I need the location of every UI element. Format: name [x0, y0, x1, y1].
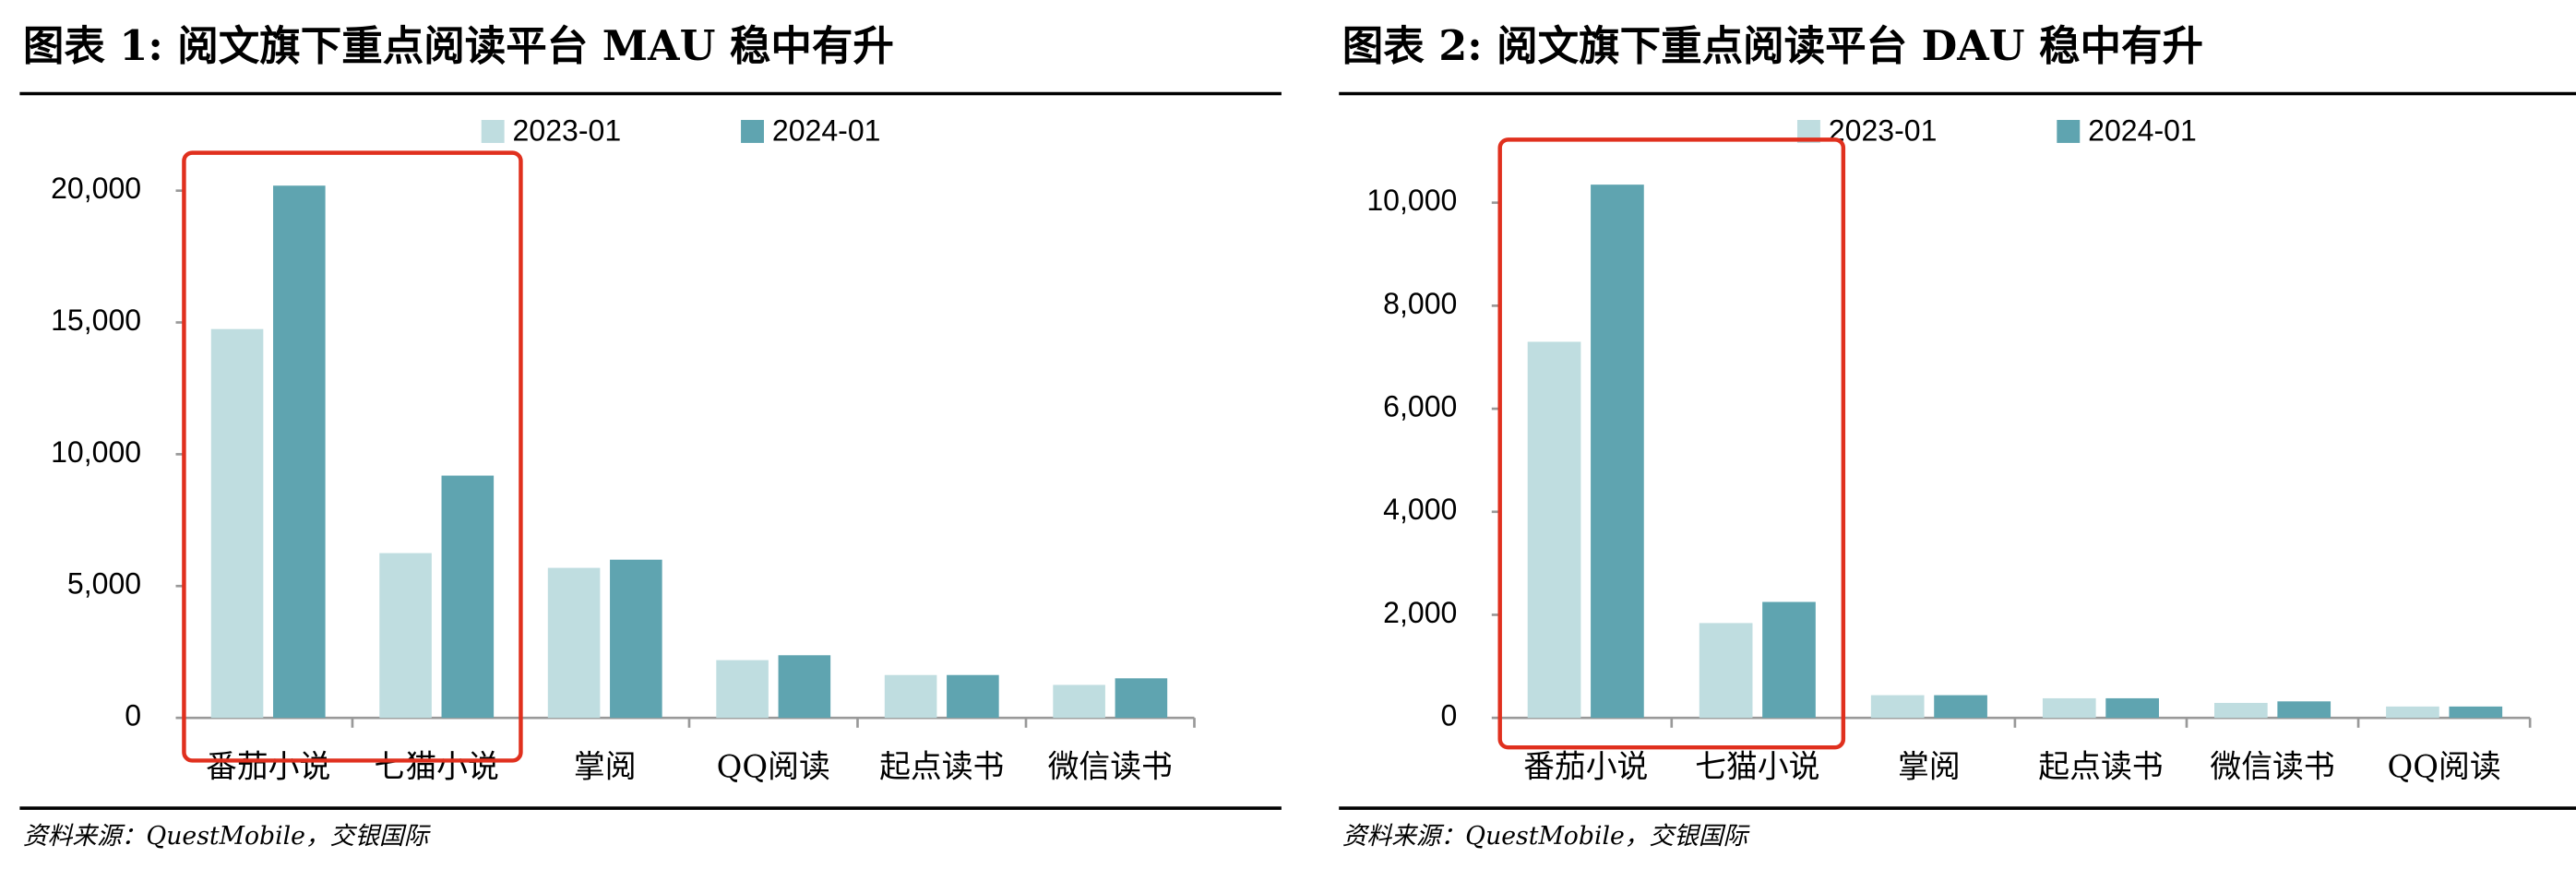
legend-swatch: [481, 120, 505, 143]
bar: [947, 674, 999, 719]
y-tick-label: 10,000: [51, 435, 141, 469]
bar: [1591, 185, 1644, 719]
bar: [2449, 706, 2503, 719]
highlight-box: [182, 150, 523, 763]
x-tick-label: 起点读书: [2038, 748, 2163, 784]
x-tick-label: 掌阅: [1898, 748, 1961, 784]
bar: [1115, 678, 1168, 719]
bar: [1527, 341, 1581, 719]
bar: [1762, 601, 1816, 719]
y-tick-label: 5,000: [67, 567, 141, 601]
x-tick-label: 番茄小说: [206, 748, 330, 784]
source: 资料来源：QuestMobile，交银国际: [23, 822, 432, 851]
bar: [2042, 697, 2096, 719]
legend-label: 2024-01: [2088, 114, 2197, 148]
y-tick-label: 15,000: [51, 304, 141, 337]
x-tick-label: 七猫小说: [1695, 748, 1819, 784]
bar: [716, 660, 769, 719]
y-tick-label: 10,000: [1366, 184, 1457, 217]
y-tick-label: 4,000: [1383, 493, 1457, 526]
legend-label: 2023-01: [513, 114, 622, 148]
legend-swatch: [741, 120, 764, 143]
bar: [1699, 623, 1753, 719]
highlight-box: [1497, 137, 1846, 750]
bar: [273, 185, 326, 719]
bar: [610, 559, 662, 719]
bar: [547, 567, 601, 719]
bar: [1053, 684, 1105, 719]
bar: [2386, 706, 2439, 719]
y-tick-label: 20,000: [51, 172, 141, 205]
source: 资料来源：QuestMobile，交银国际: [1342, 822, 1751, 851]
x-tick-label: QQ阅读: [2388, 748, 2501, 784]
bar: [778, 655, 831, 719]
y-tick-label: 2,000: [1383, 596, 1457, 629]
chart-title: 图表 1: 阅文旗下重点阅读平台 MAU 稳中有升: [23, 22, 894, 70]
bar: [210, 328, 264, 719]
bar: [1934, 695, 1987, 719]
y-tick-label: 8,000: [1383, 287, 1457, 320]
x-tick-label: 掌阅: [574, 748, 637, 784]
y-tick-label: 0: [1441, 699, 1458, 732]
x-tick-label: QQ阅读: [717, 748, 830, 784]
bar: [884, 674, 937, 719]
x-tick-label: 七猫小说: [375, 748, 499, 784]
bar: [441, 475, 495, 719]
y-tick-label: 0: [125, 699, 141, 732]
legend-swatch: [2057, 120, 2081, 143]
x-tick-label: 微信读书: [1048, 748, 1173, 784]
bar: [1870, 695, 1925, 719]
legend-label: 2024-01: [772, 114, 881, 148]
bar: [379, 553, 432, 719]
x-tick-label: 番茄小说: [1523, 748, 1648, 784]
x-tick-label: 起点读书: [879, 748, 1004, 784]
bar: [2105, 697, 2159, 719]
bar: [2214, 702, 2268, 719]
x-tick-label: 微信读书: [2210, 748, 2334, 784]
legend-label: 2023-01: [1829, 114, 1938, 148]
bar: [2277, 701, 2332, 719]
chart-title: 图表 2: 阅文旗下重点阅读平台 DAU 稳中有升: [1342, 22, 2203, 70]
y-tick-label: 6,000: [1383, 390, 1457, 423]
